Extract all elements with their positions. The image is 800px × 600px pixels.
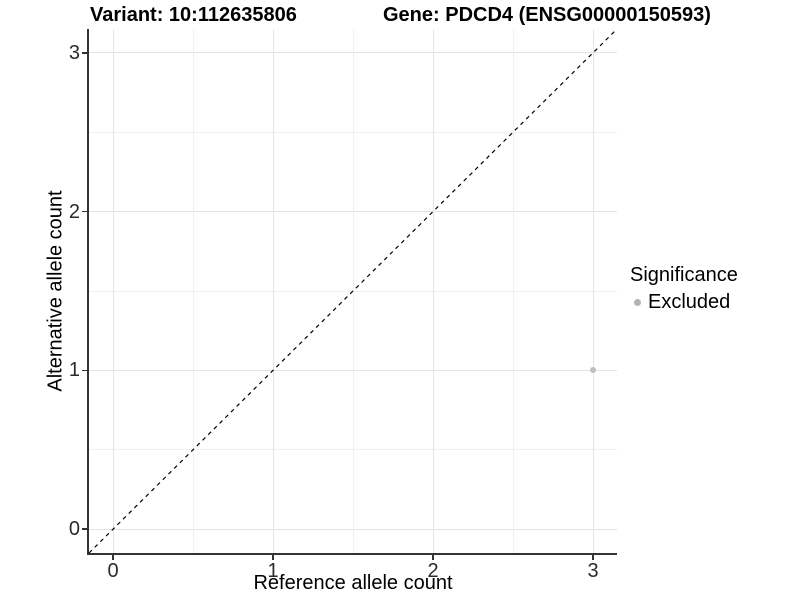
x-tick-mark [112, 555, 114, 560]
legend-item-label: Excluded [648, 291, 731, 313]
x-tick-mark [272, 555, 274, 560]
y-tick-mark [82, 369, 87, 372]
x-gridline-major [432, 29, 434, 553]
x-gridline-major [592, 29, 594, 553]
y-tick-label: 0 [68, 518, 80, 541]
x-tick-label: 1 [267, 560, 279, 582]
legend-item: Excluded [630, 291, 738, 314]
data-point [590, 367, 596, 374]
x-tick-mark [432, 555, 434, 560]
y-tick-mark [82, 528, 87, 530]
x-gridline-major [112, 29, 114, 553]
plot-panel: 0 1 2 3 0 1 2 3 [69, 28, 618, 582]
y-tick-label: 3 [68, 41, 80, 64]
x-axis-line [87, 553, 617, 555]
legend: Significance Excluded [630, 263, 738, 314]
legend-key-dot [634, 299, 641, 306]
x-gridline-major [272, 29, 274, 553]
y-axis-line [87, 29, 89, 555]
x-tick-label: 2 [427, 560, 439, 582]
x-gridline-minor [512, 29, 514, 553]
plot-title-variant: Variant: 10:112635806 [90, 4, 297, 26]
x-tick-label: 3 [587, 560, 599, 582]
y-axis-title: Alternative allele count [44, 190, 67, 392]
y-tick-mark [82, 210, 87, 213]
identity-line [88, 28, 618, 554]
y-tick-mark [82, 52, 87, 54]
plot-title-gene: Gene: PDCD4 (ENSG00000150593) [383, 4, 711, 26]
x-tick-label: 0 [107, 560, 119, 582]
y-tick-label: 2 [68, 200, 80, 223]
x-gridline-minor [192, 29, 194, 553]
y-tick-label: 1 [68, 359, 80, 382]
legend-items: Excluded [630, 291, 738, 314]
legend-title: Significance [630, 264, 738, 286]
x-tick-mark [592, 555, 594, 560]
x-axis-title: Reference allele count [253, 572, 453, 594]
